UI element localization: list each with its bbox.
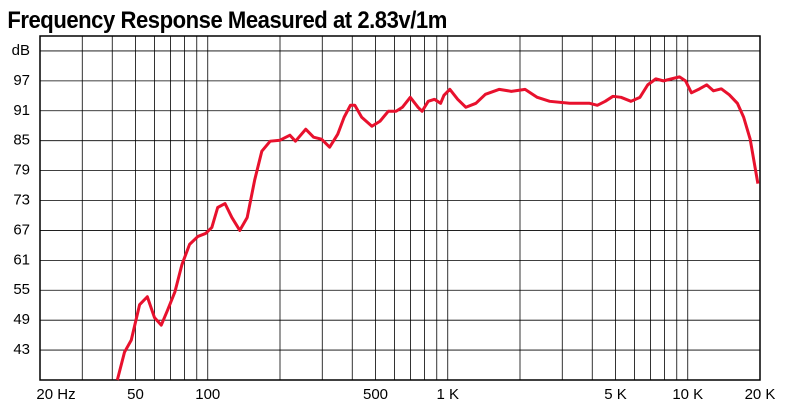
y-tick-label: 67 xyxy=(13,221,30,238)
y-tick-label: 85 xyxy=(13,132,30,149)
y-tick-label: 79 xyxy=(13,162,30,179)
y-tick-label: dB xyxy=(12,42,30,59)
y-tick-label: 49 xyxy=(13,311,30,328)
chart-title: Frequency Response Measured at 2.83v/1m xyxy=(7,6,447,33)
x-tick-label: 5 K xyxy=(604,386,627,403)
y-tick-label: 97 xyxy=(13,72,30,89)
y-tick-label: 91 xyxy=(13,102,30,119)
x-tick-label: 20 Hz xyxy=(36,386,75,403)
x-tick-label: 1 K xyxy=(436,386,459,403)
plot-frame xyxy=(39,35,761,381)
x-tick-label: 50 xyxy=(127,386,144,403)
y-tick-label: 43 xyxy=(13,341,30,358)
response-line xyxy=(115,75,760,381)
y-tick-label: 55 xyxy=(13,281,30,298)
x-tick-label: 20 K xyxy=(745,386,776,403)
x-tick-label: 10 K xyxy=(672,386,703,403)
x-tick-label: 500 xyxy=(363,386,388,403)
x-tick-label: 100 xyxy=(195,386,220,403)
y-tick-label: 61 xyxy=(13,251,30,268)
y-tick-label: 73 xyxy=(13,191,30,208)
